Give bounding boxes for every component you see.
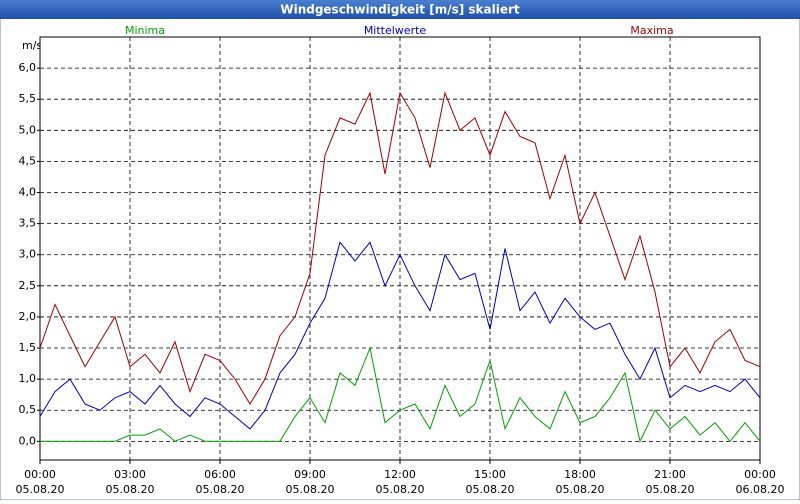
x-tick-date: 05.08.20 (376, 483, 425, 496)
title-bar (0, 0, 800, 19)
x-tick-date: 05.08.20 (16, 483, 65, 496)
y-tick-label: 5,0 (19, 123, 37, 136)
series-line (40, 346, 761, 443)
y-tick-label: 0,0 (19, 434, 37, 447)
x-tick-date: 06.08.20 (736, 483, 785, 496)
y-tick-label: 3,5 (19, 217, 37, 230)
x-tick-label: 03:00 (114, 468, 146, 481)
y-tick-label: 3,0 (19, 248, 37, 261)
legend-label: Mittelwerte (364, 24, 427, 37)
x-tick-date: 05.08.20 (556, 483, 605, 496)
y-tick-label: 2,5 (19, 279, 37, 292)
x-tick-date: 05.08.20 (466, 483, 515, 496)
x-tick-date: 05.08.20 (196, 483, 245, 496)
y-tick-label: 1,5 (19, 341, 37, 354)
y-tick-label: 0,5 (19, 403, 37, 416)
series-line (39, 91, 761, 405)
x-tick-label: 06:00 (204, 468, 236, 481)
x-tick-label: 15:00 (474, 468, 506, 481)
chart-title: Windgeschwindigkeit [m/s] skaliert (280, 3, 520, 17)
x-tick-label: 18:00 (564, 468, 596, 481)
y-tick-label: 5,5 (19, 92, 37, 105)
x-tick-label: 00:00 (24, 468, 56, 481)
x-tick-label: 00:00 (744, 468, 776, 481)
x-tick-label: 09:00 (294, 468, 326, 481)
x-tick-date: 05.08.20 (286, 483, 335, 496)
y-tick-label: 6,0 (19, 61, 37, 74)
x-tick-date: 05.08.20 (106, 483, 155, 496)
y-tick-label: 2,0 (19, 310, 37, 323)
y-tick-label: 4,0 (19, 186, 37, 199)
x-tick-label: 12:00 (384, 468, 416, 481)
series-line (39, 241, 761, 430)
y-tick-label: 1,0 (19, 372, 37, 385)
y-tick-label: 4,5 (19, 154, 37, 167)
legend-label: Maxima (630, 24, 673, 37)
y-axis-label: m/s (22, 39, 42, 52)
x-tick-date: 05.08.20 (646, 483, 695, 496)
legend-label: Minima (125, 24, 165, 37)
x-tick-label: 21:00 (654, 468, 686, 481)
